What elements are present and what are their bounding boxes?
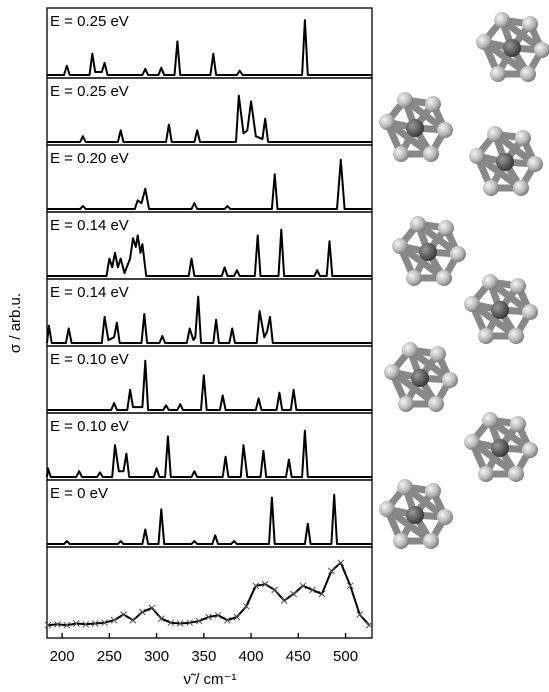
y-axis-label: σ / arb.u.	[7, 293, 24, 353]
x-tick-label: 200	[50, 648, 75, 665]
spectrum-line	[48, 563, 369, 625]
energy-label: E = 0.10 eV	[50, 351, 129, 368]
spectrum-line	[47, 96, 372, 142]
data-marker	[130, 617, 136, 623]
energy-label: E = 0.14 eV	[50, 284, 129, 301]
energy-label: E = 0.25 eV	[50, 13, 129, 30]
energy-label: E = 0.10 eV	[50, 418, 129, 435]
spectrum-line	[47, 160, 372, 209]
spectrum-line	[47, 230, 372, 276]
x-tick-label: 500	[333, 648, 358, 665]
figure: σ / arb.u. ν̃ / cm⁻¹ E = 0.25 eVE = 0.25…	[0, 0, 549, 692]
spectrum-line	[47, 361, 372, 410]
energy-label: E = 0.20 eV	[50, 150, 129, 167]
x-tick-label: 250	[97, 648, 122, 665]
x-axis-label: ν̃ / cm⁻¹	[184, 671, 237, 688]
data-marker	[272, 587, 278, 593]
spectrum-line	[47, 495, 372, 544]
energy-label: E = 0.14 eV	[50, 217, 129, 234]
data-marker	[291, 591, 297, 597]
data-marker	[281, 598, 287, 604]
cluster-images	[379, 12, 549, 549]
plot-area: E = 0.25 eV E = 0.25 eV E = 0.20 eV E = 0.1…	[45, 8, 372, 665]
x-tick-label: 450	[286, 648, 311, 665]
data-marker	[121, 612, 127, 618]
data-marker	[366, 622, 372, 628]
x-tick-label: 350	[191, 648, 216, 665]
x-tick-label: 400	[239, 648, 264, 665]
energy-label: E = 0.25 eV	[50, 83, 129, 100]
spectrum-line	[47, 297, 372, 343]
x-tick-label: 300	[144, 648, 169, 665]
spectrum-line	[47, 431, 372, 477]
energy-label: E = 0 eV	[50, 485, 108, 502]
